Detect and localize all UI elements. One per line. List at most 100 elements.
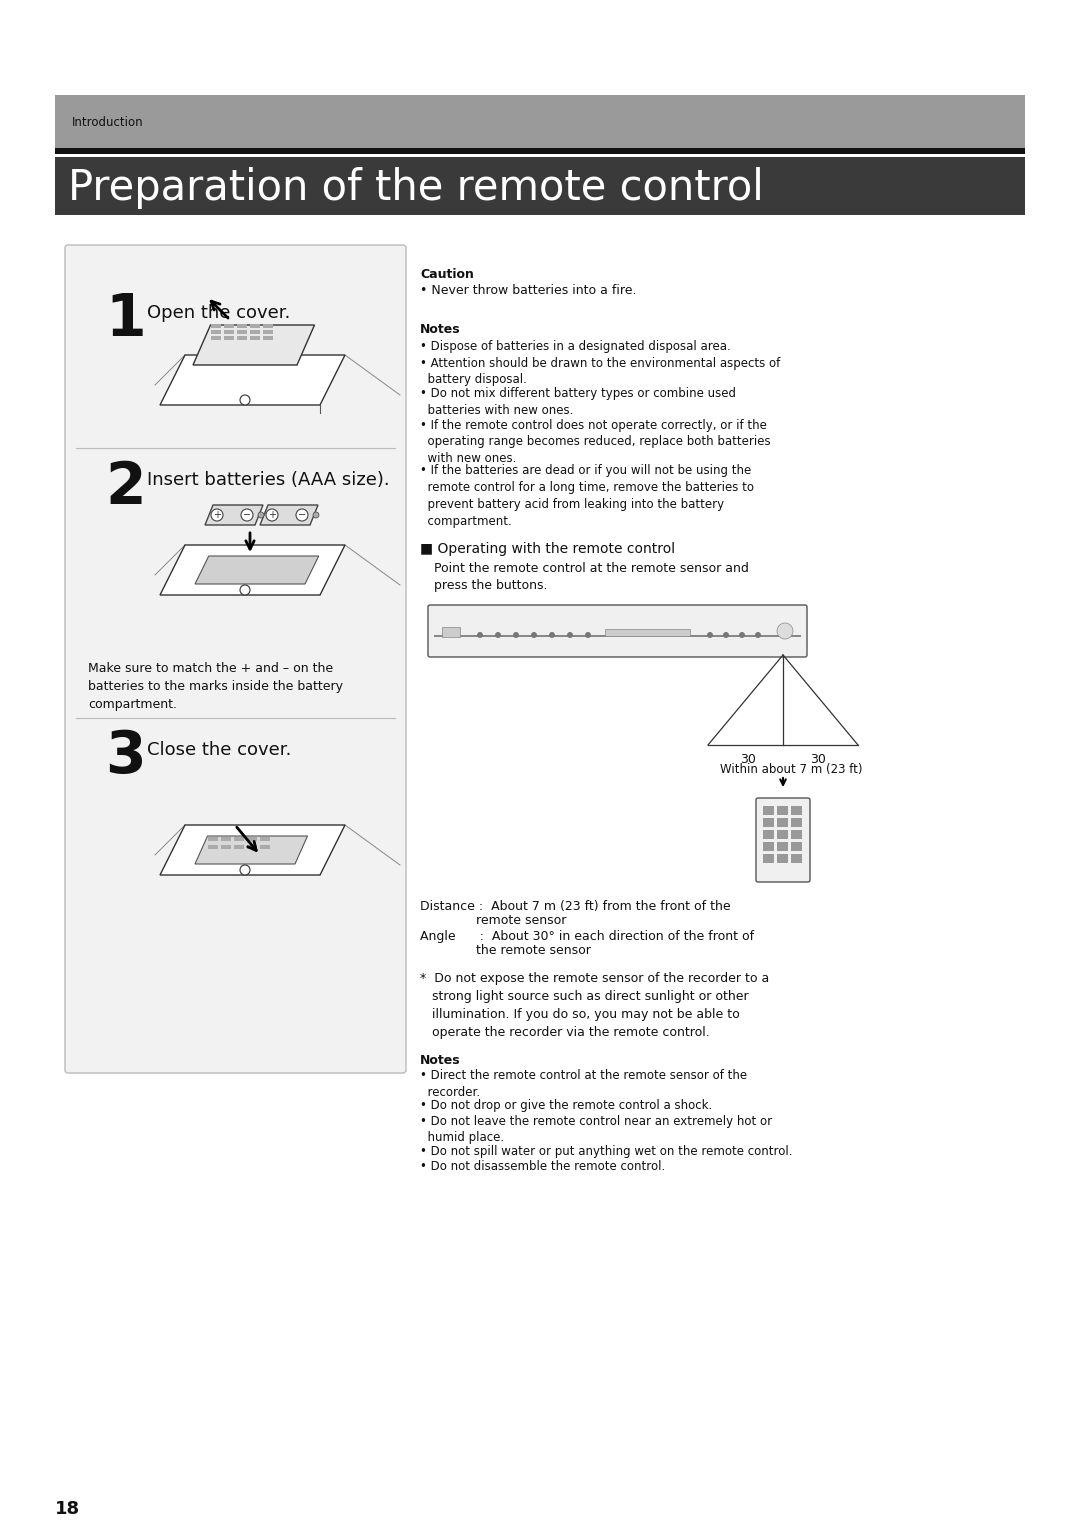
Text: 1: 1 [105, 292, 146, 348]
Circle shape [755, 633, 761, 639]
Text: 30: 30 [740, 753, 756, 766]
Polygon shape [195, 556, 319, 584]
Circle shape [313, 512, 319, 518]
Bar [442, 626, 460, 637]
Bar [55, 95, 1025, 148]
Bar [211, 330, 221, 335]
Circle shape [723, 633, 729, 639]
Bar [207, 837, 217, 840]
Text: +: + [213, 510, 221, 520]
Circle shape [549, 633, 555, 639]
Text: Point the remote control at the remote sensor and
press the buttons.: Point the remote control at the remote s… [434, 562, 748, 591]
Polygon shape [260, 504, 318, 526]
Bar [264, 336, 273, 341]
Bar [777, 817, 788, 827]
Circle shape [211, 509, 222, 521]
FancyBboxPatch shape [428, 605, 807, 657]
Text: • Never throw batteries into a fire.: • Never throw batteries into a fire. [420, 284, 636, 296]
Text: ■ Operating with the remote control: ■ Operating with the remote control [420, 542, 675, 556]
Text: Close the cover.: Close the cover. [147, 741, 292, 759]
Text: Open the cover.: Open the cover. [147, 304, 291, 322]
Bar [246, 837, 257, 840]
Circle shape [266, 509, 278, 521]
Text: • Dispose of batteries in a designated disposal area.: • Dispose of batteries in a designated d… [420, 341, 731, 353]
Circle shape [241, 509, 253, 521]
Text: • Do not leave the remote control near an extremely hot or
  humid place.: • Do not leave the remote control near a… [420, 1114, 772, 1144]
Circle shape [585, 633, 591, 639]
Circle shape [258, 512, 264, 518]
Bar [211, 336, 221, 341]
Bar [264, 324, 273, 329]
Bar [224, 336, 234, 341]
Bar [264, 330, 273, 335]
Bar [777, 842, 788, 851]
Bar [249, 324, 260, 329]
Text: Angle      :  About 30° in each direction of the front of: Angle : About 30° in each direction of t… [420, 931, 754, 943]
Text: • Do not disassemble the remote control.: • Do not disassemble the remote control. [420, 1160, 665, 1174]
Bar [207, 845, 217, 850]
Text: Caution: Caution [420, 267, 474, 281]
Bar [233, 845, 243, 850]
Text: 2: 2 [105, 458, 146, 515]
Bar [224, 324, 234, 329]
Text: • If the batteries are dead or if you will not be using the
  remote control for: • If the batteries are dead or if you wi… [420, 465, 754, 529]
Text: Distance :  About 7 m (23 ft) from the front of the: Distance : About 7 m (23 ft) from the fr… [420, 900, 731, 914]
Circle shape [777, 623, 793, 639]
Circle shape [495, 633, 501, 639]
Bar [259, 845, 270, 850]
Bar [249, 336, 260, 341]
Text: Notes: Notes [420, 322, 461, 336]
Circle shape [567, 633, 573, 639]
Text: Notes: Notes [420, 1054, 461, 1067]
Bar [762, 817, 774, 827]
Circle shape [739, 633, 745, 639]
Bar [249, 330, 260, 335]
FancyBboxPatch shape [756, 798, 810, 882]
Bar [791, 817, 802, 827]
Text: • If the remote control does not operate correctly, or if the
  operating range : • If the remote control does not operate… [420, 419, 771, 466]
Bar [791, 830, 802, 839]
Text: Introduction: Introduction [72, 116, 144, 128]
Text: 3: 3 [105, 729, 146, 785]
Text: • Direct the remote control at the remote sensor of the
  recorder.: • Direct the remote control at the remot… [420, 1070, 747, 1099]
Bar [237, 324, 247, 329]
Text: • Do not spill water or put anything wet on the remote control.: • Do not spill water or put anything wet… [420, 1144, 793, 1158]
Text: +: + [268, 510, 276, 520]
Bar [777, 805, 788, 814]
Bar [259, 837, 270, 840]
Polygon shape [193, 325, 314, 365]
Polygon shape [205, 504, 264, 526]
Bar [55, 157, 1025, 215]
Bar [434, 636, 801, 637]
Bar [246, 845, 257, 850]
Bar [762, 805, 774, 814]
Bar [791, 842, 802, 851]
Circle shape [707, 633, 713, 639]
Bar [237, 330, 247, 335]
Text: • Do not drop or give the remote control a shock.: • Do not drop or give the remote control… [420, 1099, 712, 1112]
Polygon shape [160, 545, 345, 594]
Circle shape [240, 865, 249, 876]
Bar [777, 854, 788, 863]
Text: Preparation of the remote control: Preparation of the remote control [68, 167, 764, 209]
Polygon shape [160, 354, 345, 405]
Circle shape [240, 585, 249, 594]
Text: Within about 7 m (23 ft): Within about 7 m (23 ft) [720, 762, 863, 776]
Text: the remote sensor: the remote sensor [420, 944, 591, 957]
Bar [224, 330, 234, 335]
Text: Make sure to match the + and – on the
batteries to the marks inside the battery
: Make sure to match the + and – on the ba… [87, 662, 343, 711]
Circle shape [531, 633, 537, 639]
Bar [211, 324, 221, 329]
Circle shape [513, 633, 519, 639]
Bar [762, 842, 774, 851]
Text: −: − [243, 510, 251, 520]
Bar [791, 854, 802, 863]
Circle shape [296, 509, 308, 521]
Bar [237, 336, 247, 341]
Bar [55, 148, 1025, 154]
Polygon shape [195, 836, 308, 863]
Bar [777, 830, 788, 839]
Text: • Attention should be drawn to the environmental aspects of
  battery disposal.: • Attention should be drawn to the envir… [420, 356, 780, 387]
Bar [220, 845, 230, 850]
Bar [762, 854, 774, 863]
